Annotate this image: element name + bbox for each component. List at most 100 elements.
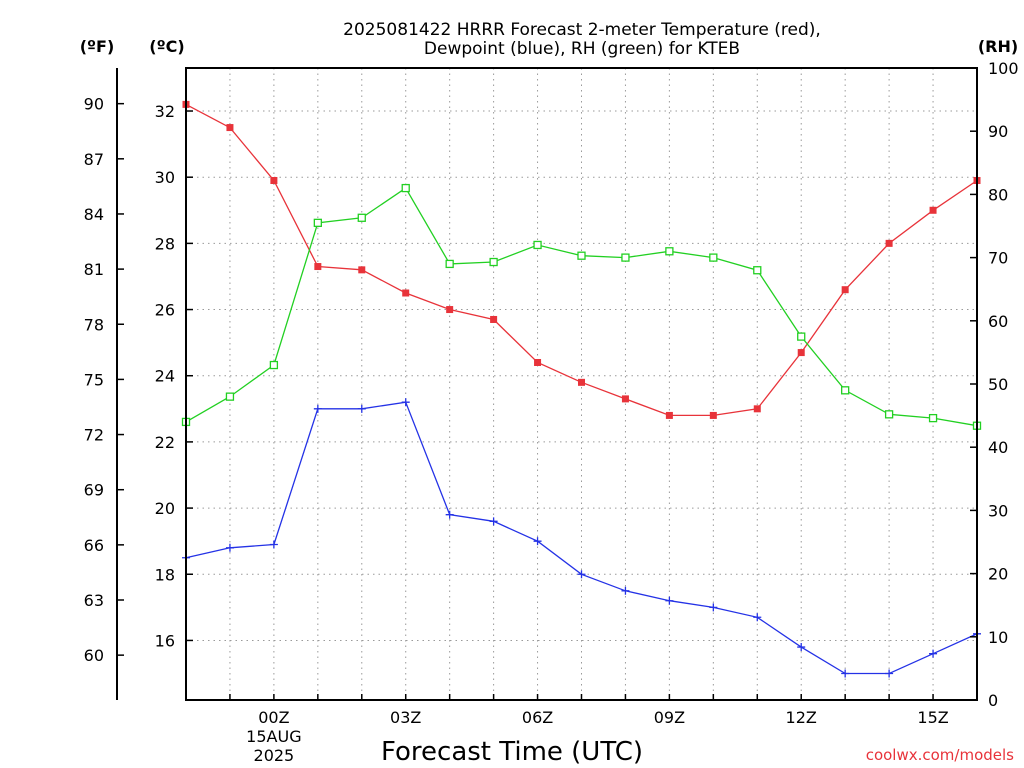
rh-tick-label: 10 <box>988 628 1008 647</box>
data-point-plus <box>489 517 498 526</box>
data-point-open-square <box>797 332 806 341</box>
data-point-plus <box>445 510 454 519</box>
data-point-plus <box>577 570 586 579</box>
data-point-plus <box>621 586 630 595</box>
rh-tick-label: 30 <box>988 501 1008 520</box>
data-point-square <box>709 411 717 419</box>
credit-text: coolwx.com/models <box>866 746 1014 764</box>
x-tick-label: 06Z <box>522 708 553 727</box>
chart-title-line2: Dewpoint (blue), RH (green) for KTEB <box>424 39 740 59</box>
rh-tick-label: 80 <box>988 185 1008 204</box>
data-point-square <box>578 378 585 386</box>
data-point-square <box>621 395 629 403</box>
data-point-square <box>358 266 366 274</box>
celsius-tick-label: 18 <box>155 565 175 584</box>
data-point-plus <box>929 649 938 658</box>
celsius-tick-label: 30 <box>155 168 175 187</box>
axes: 60 63 66 69 72 75 78 81 84 87 90 16 18 20 22 24 26 28 30 32… <box>84 59 1019 765</box>
data-point-open-square <box>621 253 630 262</box>
data-point-plus <box>665 596 674 605</box>
data-point-open-square <box>709 253 718 262</box>
celsius-tick-label: 20 <box>155 499 175 518</box>
data-point-open-square <box>357 213 366 222</box>
labels: 2025081422 HRRR Forecast 2-meter Tempera… <box>80 20 1018 767</box>
rh-tick-label: 90 <box>988 122 1008 141</box>
x-tick-label: 09Z <box>654 708 685 727</box>
celsius-tick-label: 32 <box>155 102 175 121</box>
data-point-open-square <box>665 247 674 256</box>
data-point-plus <box>797 643 806 652</box>
data-point-plus <box>841 669 850 678</box>
data-point-square <box>753 405 761 413</box>
x-tick-label: 03Z <box>390 708 421 727</box>
fahrenheit-tick-label: 60 <box>84 646 104 665</box>
celsius-tick-label: 22 <box>155 433 175 452</box>
rh-tick-label: 0 <box>988 691 998 710</box>
data-point-plus <box>753 613 762 622</box>
data-point-plus <box>357 404 366 413</box>
data-point-open-square <box>225 392 235 401</box>
data-point-plus <box>885 669 894 678</box>
fahrenheit-tick-label: 87 <box>84 150 104 169</box>
data-point-plus <box>533 537 542 546</box>
chart-title-line1: 2025081422 HRRR Forecast 2-meter Tempera… <box>343 20 821 40</box>
data-point-open-square <box>577 251 586 260</box>
celsius-tick-label: 16 <box>155 631 175 650</box>
x-tick-label: 15Z <box>917 708 948 727</box>
data-point-square <box>402 289 410 297</box>
rh-tick-label: 40 <box>988 438 1008 457</box>
rh-unit-label: (RH) <box>978 37 1018 56</box>
fahrenheit-unit-label: (ºF) <box>80 37 115 56</box>
data-point-square <box>446 306 454 314</box>
data-point-open-square <box>313 218 322 227</box>
grid-lines <box>186 68 977 700</box>
data-point-square <box>534 358 542 366</box>
x-tick-year-label: 2025 <box>254 746 295 765</box>
fahrenheit-tick-label: 81 <box>84 260 104 279</box>
data-point-open-square <box>401 183 410 193</box>
celsius-tick-label: 26 <box>155 301 175 320</box>
data-point-open-square <box>533 240 542 250</box>
data-point-plus <box>709 603 718 612</box>
data-point-square <box>314 263 322 271</box>
data-point-open-square <box>928 413 938 423</box>
rh-tick-label: 60 <box>988 312 1008 331</box>
data-point-square <box>797 349 805 357</box>
rh-tick-label: 20 <box>988 565 1008 584</box>
fahrenheit-tick-label: 78 <box>84 315 104 334</box>
data-point-square <box>665 411 673 419</box>
x-tick-date-label: 15AUG <box>246 727 301 746</box>
series-line-2 <box>185 187 978 427</box>
data-point-open-square <box>489 257 498 267</box>
fahrenheit-tick-label: 75 <box>84 370 104 389</box>
rh-tick-label: 100 <box>988 59 1019 78</box>
data-point-square <box>929 206 937 214</box>
series-layer <box>181 100 982 678</box>
x-tick-label: 00Z <box>258 708 289 727</box>
data-point-open-square <box>884 410 894 419</box>
celsius-unit-label: (ºC) <box>149 37 184 56</box>
data-point-square <box>841 286 849 294</box>
rh-tick-label: 70 <box>988 249 1008 268</box>
x-axis-label: Forecast Time (UTC) <box>381 737 643 767</box>
fahrenheit-tick-label: 69 <box>84 481 104 500</box>
fahrenheit-tick-label: 72 <box>84 426 104 445</box>
data-point-open-square <box>753 266 762 275</box>
data-point-open-square <box>269 360 279 370</box>
data-point-square <box>226 124 234 132</box>
fahrenheit-tick-label: 66 <box>84 536 104 555</box>
data-point-plus <box>225 543 234 552</box>
fahrenheit-tick-label: 84 <box>84 205 104 224</box>
rh-tick-label: 50 <box>988 375 1008 394</box>
x-tick-label: 12Z <box>786 708 817 727</box>
data-point-plus <box>313 404 322 413</box>
data-point-square <box>885 239 893 247</box>
fahrenheit-tick-label: 63 <box>84 591 104 610</box>
data-point-plus <box>401 398 410 407</box>
data-point-square <box>270 177 278 185</box>
fahrenheit-tick-label: 90 <box>84 95 104 114</box>
celsius-tick-label: 24 <box>155 367 175 386</box>
data-point-square <box>490 315 498 323</box>
celsius-tick-label: 28 <box>155 234 175 253</box>
